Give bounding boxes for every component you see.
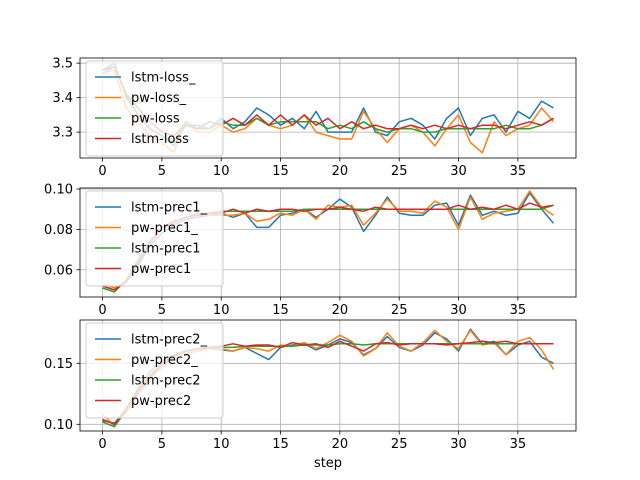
x-tick-label: 10 [213, 164, 230, 179]
x-tick-label: 30 [450, 303, 467, 318]
y-tick-label: 0.06 [44, 263, 73, 278]
legend: lstm-loss_ pw-loss_ pw-loss lstm-loss [85, 60, 224, 157]
legend-label-pw-prec1-underscore: pw-prec1_ [131, 221, 198, 236]
x-tick-label: 35 [510, 303, 527, 318]
x-tick-label: 20 [332, 164, 349, 179]
x-tick-label: 35 [510, 164, 527, 179]
x-tick-label: 30 [450, 164, 467, 179]
x-tick-label: 5 [158, 164, 166, 179]
legend-label-lstm-loss: lstm-loss [131, 132, 189, 147]
legend-box [85, 60, 224, 157]
x-axis-label: step [314, 456, 342, 471]
legend-label-lstm-prec1: lstm-prec1 [131, 242, 201, 257]
x-tick-label: 15 [272, 303, 289, 318]
x-tick-label: 25 [391, 164, 408, 179]
legend-label-lstm-prec1-underscore: lstm-prec1_ [131, 201, 208, 216]
y-tick-label: 3.5 [52, 57, 73, 72]
legend-box [85, 322, 224, 419]
legend: lstm-prec1_ pw-prec1_ lstm-prec1 pw-prec1 [85, 190, 224, 287]
legend-label-pw-loss-underscore: pw-loss_ [131, 91, 187, 106]
x-tick-label: 30 [450, 437, 467, 452]
legend-label-lstm-loss-underscore: lstm-loss_ [131, 71, 196, 86]
y-tick-label: 0.15 [44, 357, 73, 372]
legend-label-pw-prec1: pw-prec1 [131, 262, 191, 277]
x-tick-label: 25 [391, 303, 408, 318]
y-tick-label: 0.10 [44, 418, 73, 433]
legend: lstm-prec2_ pw-prec2_ lstm-prec2 pw-prec2 [85, 322, 224, 419]
y-tick-label: 0.08 [44, 223, 73, 238]
x-tick-label: 0 [98, 303, 106, 318]
loss-subplot: 0 5 10 15 20 25 30 35 3.3 3.4 3.5 lstm-loss_ pw-loss… [52, 57, 577, 179]
y-tick-label: 3.3 [52, 126, 73, 141]
axes-frame [79, 57, 577, 159]
x-tick-label: 15 [272, 164, 289, 179]
x-tick-label: 35 [510, 437, 527, 452]
legend-box [85, 190, 224, 287]
x-tick-label: 10 [213, 303, 230, 318]
y-tick-label: 0.10 [44, 183, 73, 198]
x-tick-label: 0 [98, 437, 106, 452]
x-tick-label: 5 [158, 437, 166, 452]
x-tick-label: 15 [272, 437, 289, 452]
x-tick-label: 5 [158, 303, 166, 318]
axes-frame [79, 319, 577, 432]
x-tick-label: 20 [332, 437, 349, 452]
y-tick-label: 3.4 [52, 91, 73, 106]
legend-label-pw-prec2-underscore: pw-prec2_ [131, 353, 198, 368]
legend-label-lstm-prec2-underscore: lstm-prec2_ [131, 333, 208, 348]
x-tick-label: 20 [332, 303, 349, 318]
prec1-subplot: 0 5 10 15 20 25 30 35 0.06 0.08 0.10 lstm-prec1_ pw-… [44, 183, 577, 318]
axes-frame [79, 187, 577, 298]
legend-label-pw-loss: pw-loss [131, 112, 180, 127]
x-tick-label: 10 [213, 437, 230, 452]
legend-label-pw-prec2: pw-prec2 [131, 394, 191, 409]
prec2-subplot: 0 5 10 15 20 25 30 35 0.10 0.15 lstm-prec2_ pw-prec… [44, 319, 577, 452]
legend-label-lstm-prec2: lstm-prec2 [131, 374, 201, 389]
x-tick-label: 0 [98, 164, 106, 179]
x-tick-label: 25 [391, 437, 408, 452]
